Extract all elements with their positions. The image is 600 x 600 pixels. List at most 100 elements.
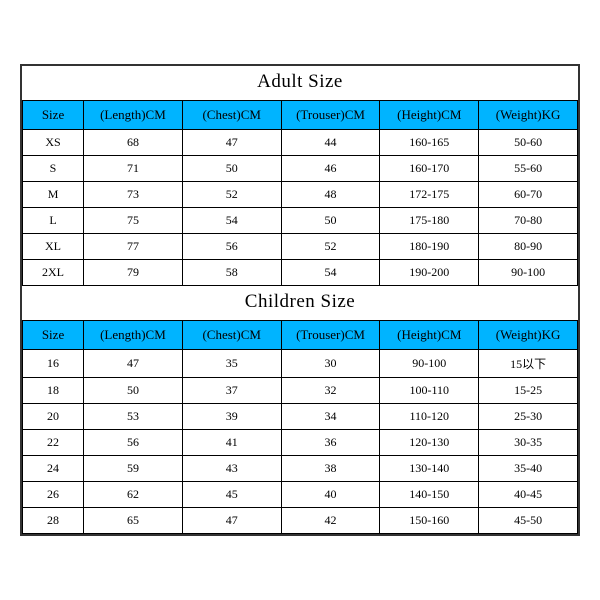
cell: 65 — [84, 508, 183, 534]
cell: 77 — [84, 234, 183, 260]
cell: 47 — [182, 130, 281, 156]
cell: 53 — [84, 404, 183, 430]
cell: 47 — [182, 508, 281, 534]
cell: 38 — [281, 456, 380, 482]
cell: 50-60 — [479, 130, 578, 156]
children-body: 16 47 35 30 90-100 15以下 18 50 37 32 100-… — [23, 350, 578, 534]
cell: 58 — [182, 260, 281, 286]
cell: 60-70 — [479, 182, 578, 208]
cell: S — [23, 156, 84, 182]
cell: 44 — [281, 130, 380, 156]
children-col-trouser: (Trouser)CM — [281, 321, 380, 350]
cell: 110-120 — [380, 404, 479, 430]
cell: 190-200 — [380, 260, 479, 286]
cell: 80-90 — [479, 234, 578, 260]
table-row: 28 65 47 42 150-160 45-50 — [23, 508, 578, 534]
cell: 62 — [84, 482, 183, 508]
cell: 36 — [281, 430, 380, 456]
cell: 40-45 — [479, 482, 578, 508]
cell: 15-25 — [479, 378, 578, 404]
table-row: 22 56 41 36 120-130 30-35 — [23, 430, 578, 456]
cell: 48 — [281, 182, 380, 208]
cell: 16 — [23, 350, 84, 378]
cell: XL — [23, 234, 84, 260]
cell: 22 — [23, 430, 84, 456]
children-size-title: Children Size — [22, 286, 578, 320]
cell: 46 — [281, 156, 380, 182]
cell: 90-100 — [380, 350, 479, 378]
cell: 35 — [182, 350, 281, 378]
cell: 172-175 — [380, 182, 479, 208]
cell: 24 — [23, 456, 84, 482]
children-col-height: (Height)CM — [380, 321, 479, 350]
adult-col-trouser: (Trouser)CM — [281, 101, 380, 130]
cell: 45 — [182, 482, 281, 508]
cell: 54 — [281, 260, 380, 286]
adult-body: XS 68 47 44 160-165 50-60 S 71 50 46 160… — [23, 130, 578, 286]
cell: 28 — [23, 508, 84, 534]
cell: 32 — [281, 378, 380, 404]
cell: 42 — [281, 508, 380, 534]
size-chart-container: Adult Size Size (Length)CM (Chest)CM (Tr… — [20, 64, 580, 536]
cell: 34 — [281, 404, 380, 430]
children-size-table: Size (Length)CM (Chest)CM (Trouser)CM (H… — [22, 320, 578, 534]
cell: 160-165 — [380, 130, 479, 156]
cell: 130-140 — [380, 456, 479, 482]
cell: 50 — [84, 378, 183, 404]
cell: 30-35 — [479, 430, 578, 456]
table-row: 20 53 39 34 110-120 25-30 — [23, 404, 578, 430]
adult-col-size: Size — [23, 101, 84, 130]
cell: 41 — [182, 430, 281, 456]
cell: 75 — [84, 208, 183, 234]
cell: 55-60 — [479, 156, 578, 182]
table-row: 16 47 35 30 90-100 15以下 — [23, 350, 578, 378]
cell: 50 — [281, 208, 380, 234]
table-row: S 71 50 46 160-170 55-60 — [23, 156, 578, 182]
cell: 90-100 — [479, 260, 578, 286]
cell: 37 — [182, 378, 281, 404]
adult-col-chest: (Chest)CM — [182, 101, 281, 130]
children-col-chest: (Chest)CM — [182, 321, 281, 350]
cell: 68 — [84, 130, 183, 156]
cell: L — [23, 208, 84, 234]
table-row: L 75 54 50 175-180 70-80 — [23, 208, 578, 234]
table-row: 2XL 79 58 54 190-200 90-100 — [23, 260, 578, 286]
adult-header-row: Size (Length)CM (Chest)CM (Trouser)CM (H… — [23, 101, 578, 130]
cell: 56 — [84, 430, 183, 456]
children-header-row: Size (Length)CM (Chest)CM (Trouser)CM (H… — [23, 321, 578, 350]
cell: 71 — [84, 156, 183, 182]
table-row: 26 62 45 40 140-150 40-45 — [23, 482, 578, 508]
cell: 18 — [23, 378, 84, 404]
cell: 79 — [84, 260, 183, 286]
cell: 52 — [182, 182, 281, 208]
cell: XS — [23, 130, 84, 156]
table-row: 18 50 37 32 100-110 15-25 — [23, 378, 578, 404]
cell: 56 — [182, 234, 281, 260]
cell: 47 — [84, 350, 183, 378]
table-row: 24 59 43 38 130-140 35-40 — [23, 456, 578, 482]
cell: 40 — [281, 482, 380, 508]
cell: 150-160 — [380, 508, 479, 534]
table-row: XL 77 56 52 180-190 80-90 — [23, 234, 578, 260]
cell: 52 — [281, 234, 380, 260]
cell: M — [23, 182, 84, 208]
cell: 26 — [23, 482, 84, 508]
children-col-size: Size — [23, 321, 84, 350]
adult-col-weight: (Weight)KG — [479, 101, 578, 130]
cell: 140-150 — [380, 482, 479, 508]
cell: 20 — [23, 404, 84, 430]
cell: 15以下 — [479, 350, 578, 378]
cell: 54 — [182, 208, 281, 234]
cell: 30 — [281, 350, 380, 378]
table-row: M 73 52 48 172-175 60-70 — [23, 182, 578, 208]
cell: 45-50 — [479, 508, 578, 534]
children-col-length: (Length)CM — [84, 321, 183, 350]
cell: 35-40 — [479, 456, 578, 482]
adult-col-height: (Height)CM — [380, 101, 479, 130]
adult-size-title: Adult Size — [22, 66, 578, 100]
cell: 43 — [182, 456, 281, 482]
table-row: XS 68 47 44 160-165 50-60 — [23, 130, 578, 156]
cell: 180-190 — [380, 234, 479, 260]
cell: 160-170 — [380, 156, 479, 182]
children-col-weight: (Weight)KG — [479, 321, 578, 350]
